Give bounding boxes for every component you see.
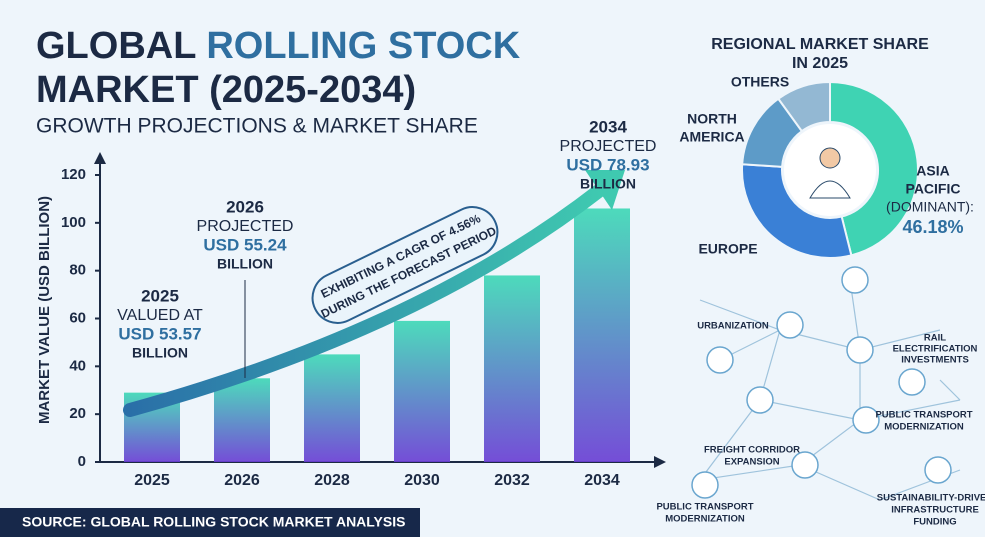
pie-label: EUROPE: [698, 241, 757, 257]
bar: [214, 378, 270, 462]
annotation: 2026: [226, 197, 264, 216]
pie-title: IN 2025: [792, 55, 848, 72]
pie-label: PACIFIC: [906, 181, 961, 197]
pie-slice: [829, 80, 919, 257]
y-tick-label: 120: [61, 166, 86, 183]
annotation: BILLION: [580, 176, 636, 192]
pie-value-label: 46.18%: [902, 217, 963, 237]
annotation: 2034: [589, 117, 627, 136]
source: SOURCE: GLOBAL ROLLING STOCK MARKET ANAL…: [22, 514, 405, 530]
pie-label: NORTH: [687, 111, 737, 127]
subtitle: GROWTH PROJECTIONS & MARKET SHARE: [36, 115, 478, 138]
growth-arrow-head: [585, 170, 625, 210]
driver-label: MODERNIZATION: [884, 422, 964, 433]
title-part: GLOBAL: [36, 25, 196, 67]
annotation: 2025: [141, 286, 179, 305]
driver-label: INFRASTRUCTURE: [891, 505, 979, 516]
title: GLOBAL ROLLING STOCK: [36, 25, 521, 67]
y-tick-label: 60: [69, 309, 86, 326]
growth-arrow: [123, 183, 607, 417]
icon-head: [819, 147, 841, 169]
annotation: PROJECTED: [560, 138, 657, 155]
annotation: USD 78.93: [566, 155, 649, 174]
pie-label: OTHERS: [731, 74, 789, 90]
pie-title: REGIONAL MARKET SHARE: [711, 36, 929, 53]
driver-label: RAIL: [924, 333, 946, 344]
y-tick-label: 0: [78, 453, 86, 470]
arrow-label-box: [311, 206, 499, 324]
driver-label: FUNDING: [913, 517, 956, 528]
pie-slice: [741, 163, 853, 259]
driver-label: PUBLIC TRANSPORT: [656, 502, 753, 513]
pie-slice: [776, 80, 831, 133]
y-tick-label: 40: [69, 357, 86, 374]
x-tick-label: 2032: [494, 472, 530, 489]
annotation: BILLION: [217, 256, 273, 272]
y-tick-label: 20: [69, 405, 86, 422]
title-part: ROLLING STOCK: [206, 25, 520, 67]
icon-body: [809, 180, 851, 199]
x-tick-label: 2026: [224, 472, 260, 489]
annotation: VALUED AT: [117, 307, 203, 324]
network-nodes: [691, 266, 952, 499]
annotation: USD 53.57: [118, 324, 201, 343]
driver-label: PUBLIC TRANSPORT: [875, 410, 972, 421]
annotation: BILLION: [132, 345, 188, 361]
source-band: [0, 508, 420, 537]
x-tick-label: 2034: [584, 472, 620, 489]
x-tick-label: 2028: [314, 472, 350, 489]
bar: [484, 275, 540, 462]
x-tick-label: 2025: [134, 472, 170, 489]
pie-label: AMERICA: [679, 129, 744, 145]
driver-label: MODERNIZATION: [665, 514, 745, 525]
x-tick-label: 2030: [404, 472, 440, 489]
title: MARKET (2025-2034): [36, 69, 416, 111]
driver-label: EXPANSION: [724, 457, 779, 468]
driver-label: ELECTRIFICATION: [893, 344, 978, 355]
driver-label: INVESTMENTS: [901, 355, 969, 366]
bar: [394, 320, 450, 462]
annotation: USD 55.24: [203, 235, 287, 254]
annotation: PROJECTED: [197, 218, 294, 235]
driver-label: URBANIZATION: [697, 321, 769, 332]
y-tick-label: 80: [69, 262, 86, 279]
pie-label: ASIA: [916, 163, 949, 179]
driver-label: FREIGHT CORRIDOR: [704, 445, 800, 456]
driver-label: SUSTAINABILITY-DRIVEN: [877, 493, 985, 504]
pie-center: [784, 124, 876, 216]
pie-label: (DOMINANT):: [886, 199, 974, 215]
y-axis-label: MARKET VALUE (USD BILLION): [36, 196, 53, 424]
bar: [574, 208, 630, 462]
y-tick-label: 100: [61, 214, 86, 231]
bar: [304, 354, 360, 462]
